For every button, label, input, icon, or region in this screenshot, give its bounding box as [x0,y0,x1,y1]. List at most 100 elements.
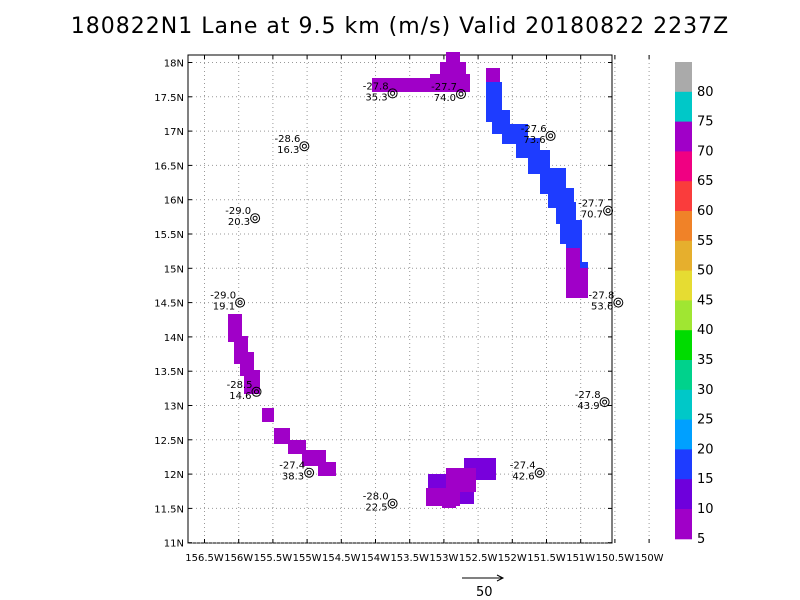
swath-cell [318,462,336,476]
lon-tick-label: 152.5W [459,553,498,564]
station-temp: -28.6 [274,134,300,145]
station-dot [605,208,611,214]
station-circle [299,141,310,152]
lat-tick-label: 13N [164,402,184,413]
station-temp: -27.4 [510,461,536,472]
station-speed: 42.6 [512,472,534,483]
lat-tick-label: 17.5N [154,93,184,104]
station-speed: 38.3 [282,472,304,483]
colorbar-swatch [675,330,692,361]
station-speed: 43.9 [577,401,599,412]
colorbar-swatch [675,509,692,540]
colorbar-swatch [675,270,692,301]
colorbar-label: 20 [697,442,714,457]
swath-cell [228,314,242,342]
swath-cell [288,440,306,454]
station-temp: -29.0 [210,291,236,302]
swath-cell [560,220,582,244]
station-circle [603,205,614,216]
colorbar-label: 50 [697,264,714,279]
station-speed: 74.0 [434,93,456,104]
station-circle [304,467,315,478]
colorbar-swatch [675,360,692,391]
chart-title: 180822N1 Lane at 9.5 km (m/s) Valid 2018… [70,14,730,39]
station-temp: -27.6 [521,124,547,135]
station-circle [545,130,556,141]
colorbar-label: 40 [697,323,714,338]
station-speed: 22.5 [365,503,387,514]
wind-swath [228,52,588,508]
colorbar-swatch [675,121,692,152]
swath-cell [372,78,430,92]
station-speed: 19.1 [213,302,235,313]
station-dot [615,300,621,306]
station-circle [456,89,466,100]
colorbar-swatch [675,91,692,123]
swath-cell [262,408,274,422]
station-circle [235,297,246,308]
swath-cell [446,52,460,66]
lon-tick-label: 150.5W [596,553,635,564]
lon-tick-label: 151W [566,553,595,564]
station-markers: -27.8 35.3 -27.774.0 -28.616.3 -27.673.6 -29.… [210,81,624,514]
station-circle [599,397,610,408]
lon-tick-label: 151.5W [527,553,566,564]
station-temp: -28.0 [363,492,389,503]
station-dot [390,90,396,96]
colorbar-swatch [675,62,692,93]
station-dot [252,215,258,221]
lat-tick-label: 16.5N [154,161,184,172]
swath-cell [446,468,476,492]
swath-cell [556,202,576,224]
station-circle [387,88,398,99]
colorbar-swatch [675,211,692,242]
station-speed: 20.3 [228,217,250,228]
station-temp: -27.7 [431,82,457,93]
station-circle [534,467,545,478]
colorbar-label: 70 [697,144,714,159]
lon-tick-label: 153.5W [390,553,429,564]
lon-tick-label: 150W [635,553,664,564]
colorbar-label: 5 [697,532,705,547]
lon-tick-label: 156.5W [185,553,224,564]
colorbar-swatch [675,449,692,480]
lat-tick-label: 11.5N [154,504,184,515]
lon-tick-label: 152W [498,553,527,564]
lat-tick-label: 12N [164,470,184,481]
colorbar-label: 60 [697,204,714,219]
colorbar-label: 10 [697,502,714,517]
colorbar-swatch [675,151,692,182]
lat-tick-label: 18N [164,59,184,70]
lon-tick-label: 154W [361,553,390,564]
lat-tick-label: 16N [164,196,184,207]
colorbar-swatch [675,300,692,331]
station-dot [253,389,259,395]
station-dot [237,300,243,306]
colorbar-label: 65 [697,174,714,189]
station-circle [613,297,624,308]
swath-cell [574,268,588,298]
colorbar-label: 75 [697,115,714,130]
lat-tick-label: 15.5N [154,230,184,241]
station-dot [602,399,608,405]
scale-label: 50 [476,585,493,600]
lat-tick-label: 17N [164,127,184,138]
lat-tick-label: 12.5N [154,436,184,447]
swath-cell [442,500,456,508]
station-speed: 16.3 [277,145,299,156]
station-dot [548,133,554,139]
swath-cell [274,428,290,444]
station-temp: -27.8 [588,291,614,302]
colorbar-label: 30 [697,383,714,398]
lat-tick-label: 15N [164,264,184,275]
scale-arrow: 50 [462,574,505,600]
station-speed: 73.6 [523,135,545,146]
lat-tick-label: 14N [164,333,184,344]
colorbar-swatch [675,479,692,510]
station-dot [458,91,464,97]
station-circle [250,213,261,224]
station-speed: 14.6 [229,391,251,402]
station-speed: 35.3 [365,92,387,103]
